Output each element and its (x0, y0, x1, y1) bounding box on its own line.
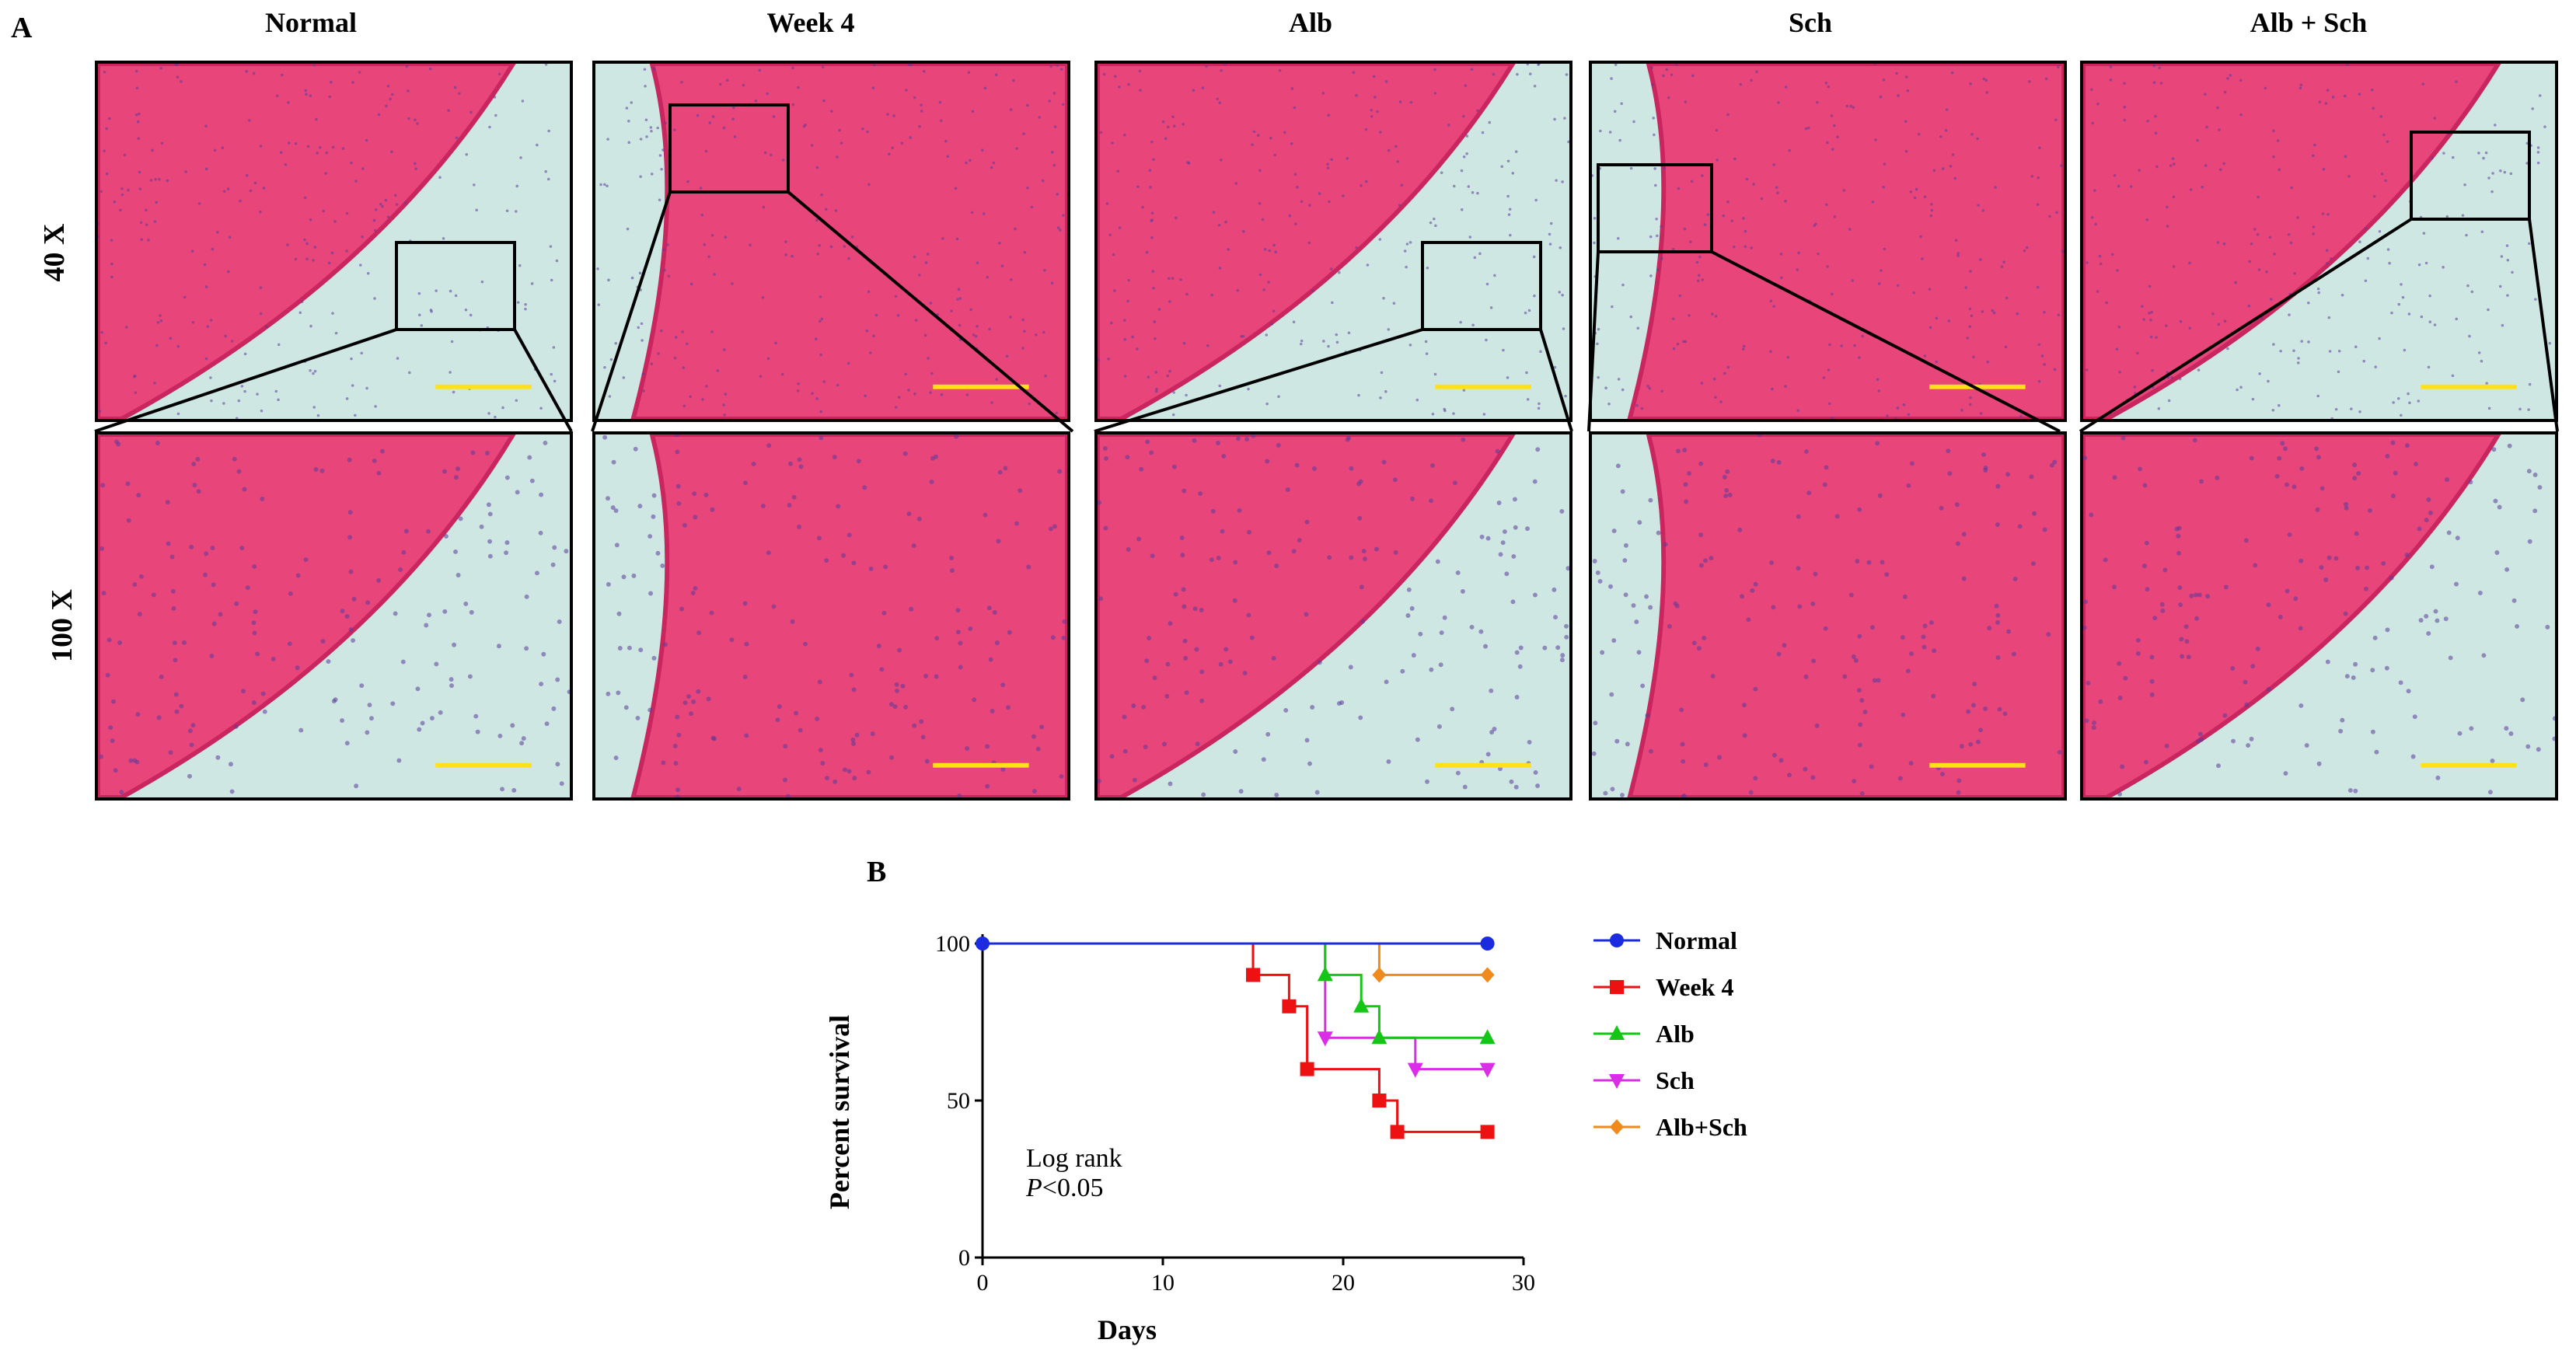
legend-marker-alb (1609, 1025, 1625, 1040)
series-point-week-4 (1246, 968, 1260, 982)
survival-chart: 0 10 20 30 0 50 100 Normal Week 4 Alb Sch Alb+Sch … (808, 839, 1772, 1360)
chart-series (976, 937, 1496, 1139)
x-tick-label: 20 (1332, 1270, 1355, 1296)
legend-marker-alb-sch (1610, 1119, 1624, 1135)
panel-a-letter: A (11, 12, 33, 44)
zoom-connectors (94, 103, 2559, 433)
series-line-sch (983, 942, 1488, 1071)
column-title-normal: Normal (265, 7, 357, 38)
histology-image-alb-100x (1094, 431, 1572, 801)
x-tick-label: 30 (1512, 1270, 1535, 1296)
chart-legend: Normal Week 4 Alb Sch Alb+Sch (1593, 926, 1747, 1141)
histology-image-normal-100x (95, 431, 573, 801)
series-point-week-4 (1282, 999, 1297, 1013)
series-point-sch (1479, 1062, 1496, 1078)
zoom-box-alb-sch (2410, 131, 2531, 221)
series-point-alb (1353, 997, 1370, 1013)
legend-label-sch: Sch (1656, 1066, 1695, 1094)
panel-b-letter: B (867, 856, 887, 888)
series-point-sch (1317, 1031, 1333, 1047)
x-axis-label: Days (1097, 1314, 1157, 1345)
series-point-week-4 (1300, 1062, 1314, 1076)
column-title-alb: Alb (1288, 7, 1333, 38)
x-tick-label: 10 (1151, 1270, 1175, 1296)
zoom-box-alb (1421, 241, 1542, 331)
histology-image-week4-100x (592, 431, 1070, 801)
column-title-alb-sch: Alb + Sch (2250, 7, 2368, 38)
column-title-sch: Sch (1788, 7, 1833, 38)
series-point-normal (976, 937, 990, 951)
series-point-normal (1480, 937, 1495, 951)
zoom-box-week4 (668, 103, 790, 194)
series-point-alb (1371, 1029, 1387, 1045)
survival-chart-svg: 0 10 20 30 0 50 100 Normal Week 4 Alb Sch Alb+Sch (935, 926, 1747, 1296)
series-point-week-4 (1390, 1125, 1405, 1139)
x-tick-label: 0 (977, 1270, 989, 1296)
log-rank-annotation: Log rank P<0.05 (1026, 1144, 1122, 1202)
series-point-alb (1479, 1029, 1496, 1045)
histology-image-sch-100x (1589, 431, 2067, 801)
column-title-week4: Week 4 (766, 7, 855, 38)
series-line-alb (983, 942, 1488, 1039)
series-point-week-4 (1480, 1125, 1495, 1139)
y-tick-label: 100 (935, 931, 970, 957)
legend-label-alb-sch: Alb+Sch (1656, 1113, 1747, 1141)
zoom-box-sch (1597, 163, 1713, 253)
y-axis-label: Percent survival (824, 1014, 855, 1210)
legend-marker-sch (1609, 1074, 1625, 1089)
series-point-sch (1407, 1062, 1423, 1078)
series-line-alb-sch (983, 942, 1488, 976)
histology-image-alb-sch-100x (2080, 431, 2558, 801)
zoom-box-normal (395, 241, 516, 331)
histology-image-alb-sch-40x (2080, 61, 2558, 422)
legend-marker-normal (1610, 933, 1624, 947)
legend-label-week-4: Week 4 (1656, 973, 1733, 1001)
series-point-alb-sch (1480, 967, 1495, 983)
y-tick-label: 0 (958, 1245, 970, 1271)
legend-label-alb: Alb (1656, 1020, 1695, 1048)
legend-label-normal: Normal (1656, 926, 1737, 954)
series-point-week-4 (1372, 1094, 1387, 1108)
y-tick-label: 50 (947, 1088, 970, 1114)
chart-axes: 0 10 20 30 0 50 100 (935, 931, 1535, 1296)
series-point-alb-sch (1372, 967, 1387, 983)
legend-marker-week-4 (1610, 980, 1624, 994)
series-point-alb (1317, 966, 1333, 982)
histology-image-sch-40x (1589, 61, 2067, 422)
